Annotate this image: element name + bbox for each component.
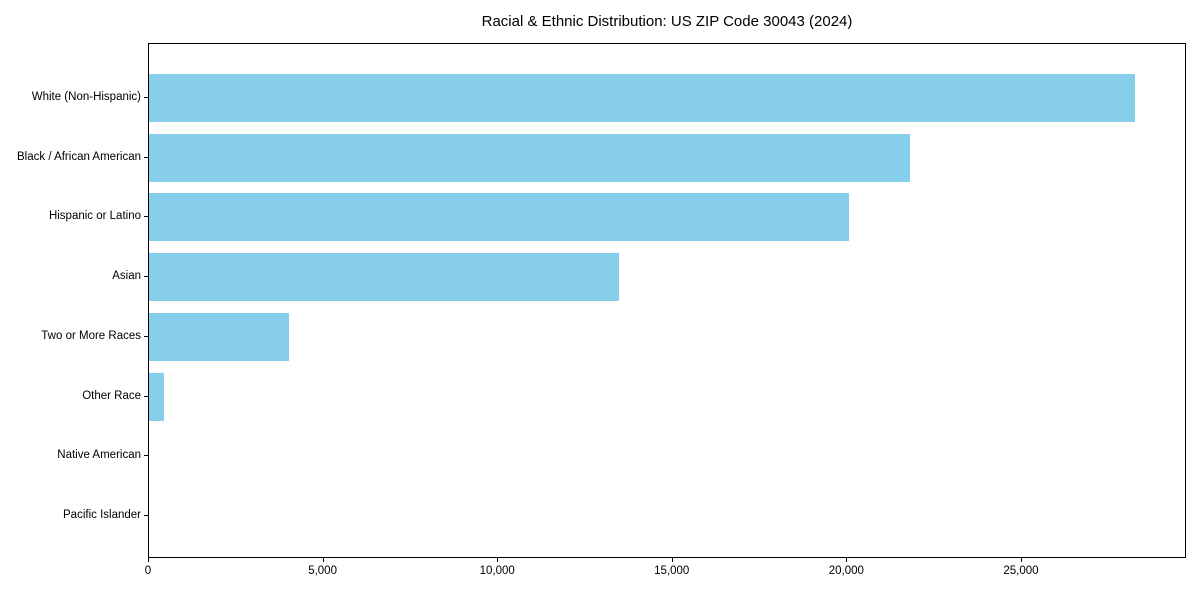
y-tick-label: Other Race	[82, 389, 141, 402]
y-tick-label: Two or More Races	[41, 329, 141, 342]
y-tick-label: Hispanic or Latino	[48, 210, 141, 223]
x-tick-label: 10,000	[479, 565, 515, 577]
y-tick-label: Asian	[112, 270, 141, 283]
x-tick-label: 20,000	[828, 565, 864, 577]
plot-area	[148, 43, 1186, 558]
bar	[149, 372, 164, 421]
y-tick-mark	[144, 156, 148, 158]
y-tick-mark	[144, 276, 148, 278]
x-tick-mark	[1020, 558, 1022, 562]
bar	[149, 133, 911, 182]
x-tick-label: 5,000	[308, 565, 337, 577]
x-tick-mark	[671, 558, 673, 562]
x-tick-label: 0	[144, 565, 152, 577]
bar	[149, 74, 1136, 122]
y-tick-mark	[144, 216, 148, 218]
x-tick-mark	[846, 558, 848, 562]
y-tick-label: Pacific Islander	[63, 508, 141, 521]
x-tick-label: 25,000	[1003, 565, 1039, 577]
y-tick-mark	[144, 335, 148, 337]
bar	[149, 312, 289, 361]
y-tick-mark	[144, 97, 148, 98]
y-tick-label: Black / African American	[17, 150, 141, 163]
y-tick-mark	[144, 395, 148, 397]
y-tick-label: Native American	[57, 449, 141, 462]
chart-title: Racial & Ethnic Distribution: US ZIP Cod…	[481, 13, 853, 30]
x-tick-label: 15,000	[654, 565, 690, 577]
bar	[149, 193, 850, 242]
y-tick-label: White (Non-Hispanic)	[31, 91, 141, 103]
x-tick-mark	[497, 558, 499, 562]
x-tick-mark	[322, 558, 324, 562]
y-axis-labels: White (Non-Hispanic) Black / African Amer…	[0, 43, 141, 558]
bar	[149, 253, 619, 302]
y-tick-mark	[144, 455, 148, 457]
x-tick-mark	[148, 558, 149, 562]
y-tick-mark	[144, 514, 148, 516]
